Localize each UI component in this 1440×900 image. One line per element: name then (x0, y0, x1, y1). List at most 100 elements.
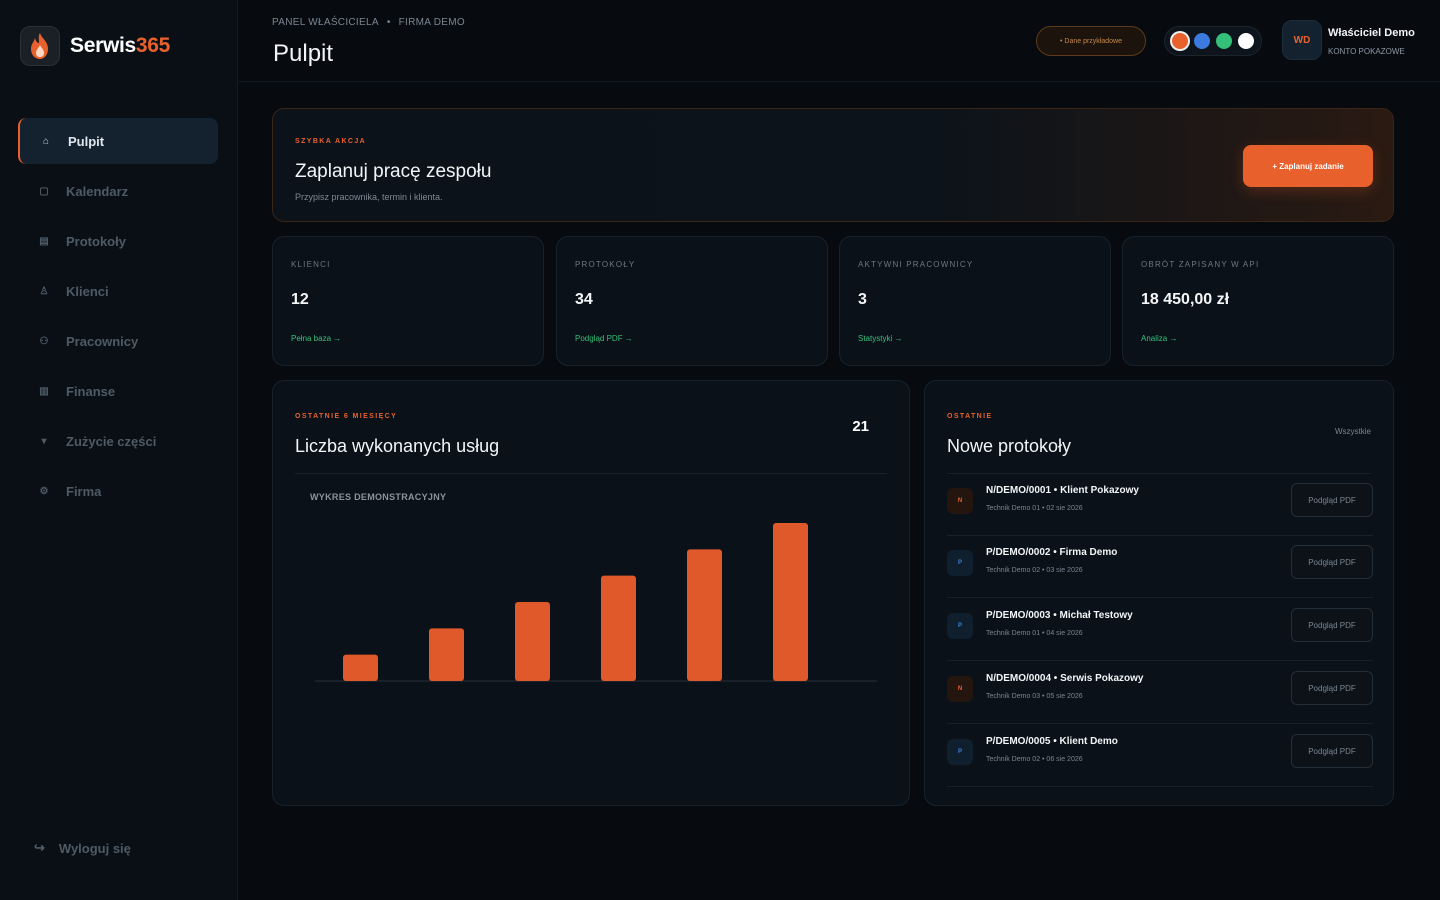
quick-action-eyebrow: SZYBKA AKCJA (295, 138, 367, 145)
pdf-preview-button[interactable]: Podgląd PDF (1291, 608, 1373, 642)
brand-logo[interactable]: Serwis365 (20, 26, 170, 66)
stat-card-clients: KLIENCI 12 Pełna baza → (272, 236, 544, 366)
protocol-title: N/DEMO/0004 • Serwis Pokazowy (986, 673, 1144, 684)
protocol-title: P/DEMO/0005 • Klient Demo (986, 736, 1118, 747)
panel-eyebrow: OSTATNIE 6 MIESIĘCY (295, 413, 398, 420)
services-chart-panel: OSTATNIE 6 MIESIĘCY Liczba wykonanych us… (272, 380, 910, 806)
sidebar-item-pulpit[interactable]: ⌂ Pulpit (18, 118, 218, 164)
breadcrumb-item[interactable]: PANEL WŁAŚCICIELA (272, 17, 379, 28)
chart-bar[interactable] (601, 575, 636, 681)
theme-switcher (1164, 26, 1262, 56)
calendar-icon: ▢ (39, 185, 49, 197)
sidebar-item-pracownicy[interactable]: ⚇ Pracownicy (18, 318, 218, 364)
chart-bar[interactable] (343, 654, 378, 681)
stat-card-employees: AKTYWNI PRACOWNICY 3 Statystyki → (839, 236, 1111, 366)
flame-icon (20, 26, 60, 66)
stat-link[interactable]: Pełna baza → (291, 334, 342, 343)
protocol-type-icon: P (947, 550, 973, 576)
panel-title: Nowe protokoły (947, 436, 1072, 456)
stat-link[interactable]: Podgląd PDF → (575, 334, 633, 343)
sidebar-item-label: Klienci (66, 283, 109, 299)
chart-bar[interactable] (687, 549, 722, 681)
quick-action-title: Zaplanuj pracę zespołu (295, 161, 492, 182)
protocol-type-icon: N (947, 676, 973, 702)
protocol-row[interactable]: N N/DEMO/0001 • Klient Pokazowy Technik … (947, 474, 1373, 536)
protocol-title: P/DEMO/0002 • Firma Demo (986, 547, 1118, 558)
services-bar-chart (315, 523, 877, 682)
protocol-type-icon: P (947, 613, 973, 639)
user-role: KONTO POKAZOWE (1328, 47, 1405, 56)
top-header: PANEL WŁAŚCICIELA • FIRMA DEMO Pulpit • … (238, 0, 1440, 82)
avatar[interactable]: WD (1282, 20, 1322, 60)
pdf-preview-button[interactable]: Podgląd PDF (1291, 545, 1373, 579)
protocol-row[interactable]: P P/DEMO/0005 • Klient Demo Technik Demo… (947, 725, 1373, 787)
sidebar-item-firma[interactable]: ⚙ Firma (18, 468, 218, 514)
services-total: 21 (852, 418, 869, 435)
sidebar-item-finanse[interactable]: ▥ Finanse (18, 368, 218, 414)
protocol-type-icon: N (947, 488, 973, 514)
document-icon: ▤ (39, 235, 49, 247)
stat-label: OBRÓT ZAPISANY W API (1141, 260, 1260, 269)
protocol-row[interactable]: P P/DEMO/0003 • Michał Testowy Technik D… (947, 599, 1373, 661)
pdf-preview-button[interactable]: Podgląd PDF (1291, 734, 1373, 768)
sidebar-item-label: Pracownicy (66, 333, 139, 349)
theme-color-green[interactable] (1216, 33, 1232, 49)
sidebar-item-label: Zużycie części (66, 433, 157, 449)
sidebar-item-protokoly[interactable]: ▤ Protokoły (18, 218, 218, 264)
panel-eyebrow: OSTATNIE (947, 413, 993, 420)
theme-color-white[interactable] (1238, 33, 1254, 49)
demo-data-badge: • Dane przykładowe (1036, 26, 1146, 56)
protocol-meta: Technik Demo 02 • 06 sie 2026 (986, 756, 1083, 763)
chart-bar[interactable] (429, 628, 464, 681)
protocol-type-icon: P (947, 739, 973, 765)
theme-color-orange[interactable] (1172, 33, 1188, 49)
stat-label: AKTYWNI PRACOWNICY (858, 260, 974, 269)
home-icon: ⌂ (42, 135, 50, 147)
protocol-title: N/DEMO/0001 • Klient Pokazowy (986, 485, 1139, 496)
divider (947, 473, 1371, 474)
sidebar-item-kalendarz[interactable]: ▢ Kalendarz (18, 168, 218, 214)
stat-label: KLIENCI (291, 260, 331, 269)
chart-caption: WYKRES DEMONSTRACYJNY (310, 492, 447, 502)
protocol-meta: Technik Demo 03 • 05 sie 2026 (986, 693, 1083, 700)
sidebar-item-label: Protokoły (66, 233, 126, 249)
sidebar-item-label: Kalendarz (66, 183, 129, 199)
sidebar-item-zuzycie-czesci[interactable]: ▾ Zużycie części (18, 418, 218, 464)
breadcrumb-item[interactable]: FIRMA DEMO (398, 17, 465, 28)
view-all-link[interactable]: Wszystkie (1335, 427, 1371, 436)
quick-action-subtitle: Przypisz pracownika, termin i klienta. (295, 192, 443, 202)
team-icon: ⚇ (39, 335, 49, 347)
user-icon: ♙ (39, 285, 49, 297)
sidebar-item-label: Pulpit (68, 133, 105, 149)
protocols-panel: OSTATNIE Nowe protokoły Wszystkie N N/DE… (924, 380, 1394, 806)
stat-value: 18 450,00 zł (1141, 291, 1230, 308)
page-title: Pulpit (273, 40, 334, 67)
protocol-meta: Technik Demo 01 • 02 sie 2026 (986, 505, 1083, 512)
protocol-meta: Technik Demo 01 • 04 sie 2026 (986, 630, 1083, 637)
stat-value: 34 (575, 291, 593, 308)
sidebar: Serwis365 ⌂ Pulpit ▢ Kalendarz ▤ Protoko… (0, 0, 238, 900)
protocol-row[interactable]: N N/DEMO/0004 • Serwis Pokazowy Technik … (947, 662, 1373, 724)
stat-label: PROTOKOŁY (575, 260, 636, 269)
parts-icon: ▾ (41, 435, 47, 447)
stat-link[interactable]: Statystyki → (858, 334, 903, 343)
panel-title: Liczba wykonanych usług (295, 436, 500, 456)
sidebar-nav: ⌂ Pulpit ▢ Kalendarz ▤ Protokoły ♙ Klien… (18, 118, 218, 518)
protocol-meta: Technik Demo 02 • 03 sie 2026 (986, 567, 1083, 574)
chart-bar[interactable] (515, 602, 550, 681)
brand-name: Serwis365 (70, 34, 171, 57)
stat-value: 12 (291, 291, 309, 308)
sidebar-item-klienci[interactable]: ♙ Klienci (18, 268, 218, 314)
stat-link[interactable]: Analiza → (1141, 334, 1178, 343)
protocol-row[interactable]: P P/DEMO/0002 • Firma Demo Technik Demo … (947, 536, 1373, 598)
theme-color-blue[interactable] (1194, 33, 1210, 49)
finance-icon: ▥ (39, 385, 49, 397)
logout-button[interactable]: ↪ Wyloguj się (34, 840, 131, 856)
breadcrumb: PANEL WŁAŚCICIELA • FIRMA DEMO (272, 17, 465, 28)
stat-value: 3 (858, 291, 867, 308)
pdf-preview-button[interactable]: Podgląd PDF (1291, 483, 1373, 517)
schedule-task-button[interactable]: + Zaplanuj zadanie (1243, 145, 1373, 187)
pdf-preview-button[interactable]: Podgląd PDF (1291, 671, 1373, 705)
chart-bar[interactable] (773, 523, 808, 681)
stat-card-revenue: OBRÓT ZAPISANY W API 18 450,00 zł Analiz… (1122, 236, 1394, 366)
